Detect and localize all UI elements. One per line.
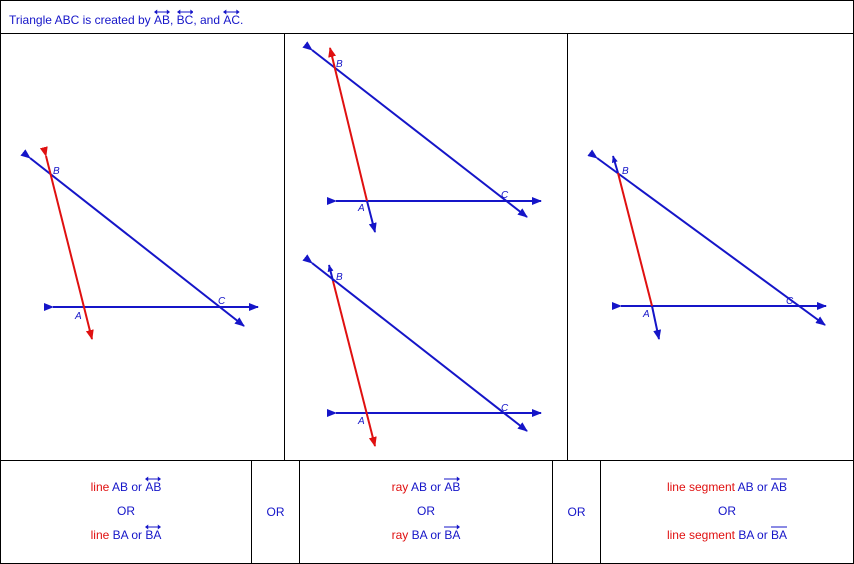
point-a-label: A (74, 311, 82, 322)
ba-extension (327, 264, 334, 282)
line-bc (302, 254, 528, 432)
segment-notation-cell: line segment AB or AB OR line segment BA… (600, 460, 854, 564)
segment-ab-symbol: AB (771, 478, 788, 494)
line-ab-symbol: AB (153, 9, 170, 26)
ray-ab-symbol: AB (444, 476, 461, 493)
ab-extension (366, 200, 377, 233)
or-text: OR (567, 505, 586, 519)
ray-diagrams: B A C B A C (302, 41, 542, 447)
ab-extension-up (611, 155, 619, 174)
or-text: OR (117, 504, 135, 518)
line-bc-symbol: BC (176, 9, 194, 26)
segment-ab (617, 172, 653, 307)
ab-extension-down (651, 305, 662, 340)
point-a-label: A (357, 203, 365, 214)
line-notation-row-1: line AB or AB (1, 475, 251, 499)
point-c-label: C (501, 403, 509, 414)
ray-notation-row-1: ray AB or AB (300, 475, 552, 499)
ray-notation-cell: ray AB or AB OR ray BA or BA (299, 460, 553, 564)
or-text: OR (718, 504, 736, 518)
line-bc (302, 41, 528, 218)
ray-ba (332, 280, 377, 447)
diagram-rays: B A C B A C (284, 33, 568, 461)
line-bc (20, 149, 245, 327)
segment-ba-symbol: BA (771, 526, 788, 542)
title-text: Triangle ABC is created by (9, 13, 154, 27)
ray-notation-row-2: ray BA or BA (300, 523, 552, 547)
ray-ba-diagram: B A C (302, 254, 542, 447)
or-cell: OR (251, 460, 300, 564)
point-b-label: B (53, 166, 60, 177)
point-b-label: B (622, 166, 629, 177)
line-ab-symbol: AB (145, 476, 162, 493)
ray-ab (328, 47, 368, 202)
diagram-segment-ab: B A C (567, 33, 854, 461)
segment-notation-row-2: line segment BA or BA (601, 523, 853, 547)
point-c-label: C (218, 296, 226, 307)
point-b-label: B (336, 272, 343, 283)
point-b-label: B (336, 59, 343, 70)
point-a-label: A (642, 309, 650, 320)
or-cell: OR (552, 460, 601, 564)
line-ba-symbol: BA (145, 524, 162, 541)
ray-ab-diagram: B A C (302, 41, 542, 233)
segment-notation-row-1: line segment AB or AB (601, 475, 853, 499)
segment-diagram: B A C (587, 149, 827, 340)
line-ac-symbol: AC (223, 9, 241, 26)
header-title: Triangle ABC is created by AB, BC, and A… (9, 9, 243, 27)
point-a-label: A (357, 416, 365, 427)
diagram-line-ab: B A C (0, 33, 285, 461)
or-text: OR (266, 505, 285, 519)
line-notation-cell: line AB or AB OR line BA or BA (0, 460, 252, 564)
header-bar: Triangle ABC is created by AB, BC, and A… (0, 0, 854, 34)
line-diagram: B A C (20, 146, 259, 340)
or-text: OR (417, 504, 435, 518)
ray-ba-symbol: BA (444, 524, 461, 541)
point-c-label: C (786, 296, 794, 307)
point-c-label: C (501, 190, 509, 201)
line-ab (39, 146, 94, 340)
line-notation-row-2: line BA or BA (1, 523, 251, 547)
line-bc (587, 149, 826, 326)
